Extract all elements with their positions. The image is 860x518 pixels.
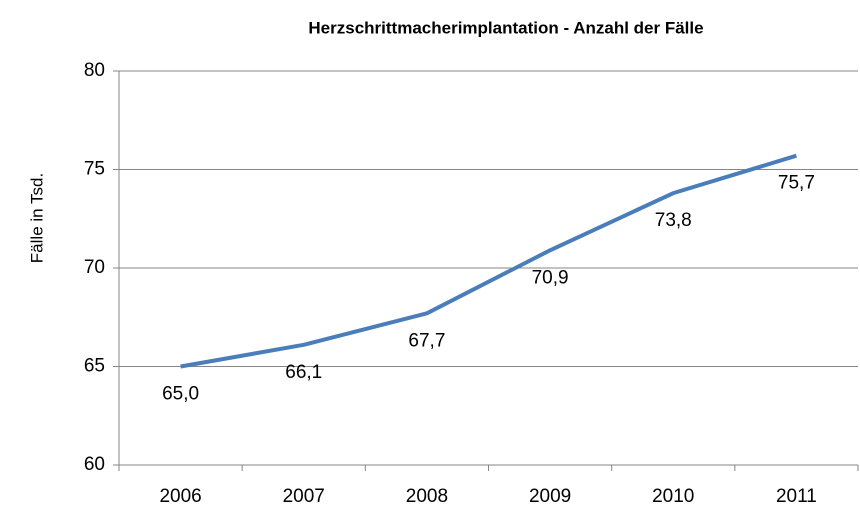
x-tick-label: 2010	[652, 486, 694, 507]
series-line	[180, 153, 797, 369]
y-axis-label: Fälle in Tsd.	[27, 173, 46, 263]
chart-title: Herzschrittmacherimplantation - Anzahl d…	[308, 18, 703, 37]
y-tick-label: 70	[84, 257, 105, 278]
data-label: 66,1	[285, 362, 322, 383]
data-label: 67,7	[408, 330, 445, 351]
y-tick-label: 80	[84, 60, 105, 81]
y-tick-label: 75	[84, 159, 105, 180]
x-tick-label: 2009	[529, 486, 571, 507]
x-tick-label: 2008	[406, 486, 448, 507]
y-tick-label: 60	[84, 454, 105, 475]
x-tick-label: 2011	[776, 486, 817, 507]
data-label: 73,8	[655, 210, 692, 231]
y-tick-label: 65	[84, 356, 105, 377]
data-label: 75,7	[778, 173, 815, 194]
data-label: 70,9	[532, 267, 569, 288]
data-label: 65,0	[162, 384, 199, 405]
x-tick-label: 2006	[159, 486, 201, 507]
x-tick-label: 2007	[283, 486, 325, 507]
